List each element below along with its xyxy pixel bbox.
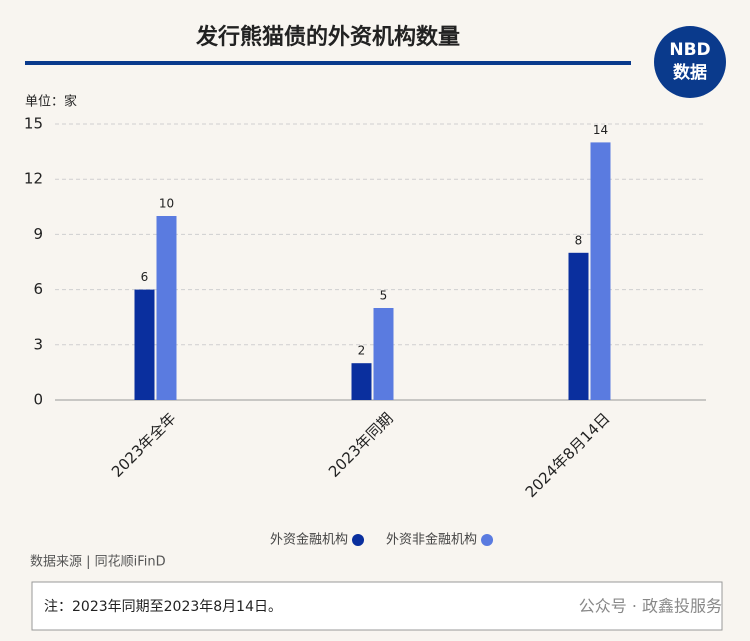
bar (351, 363, 372, 400)
x-tick-label: 2023年全年 (108, 409, 180, 481)
source: 数据来源 | 同花顺iFinD (30, 554, 166, 570)
x-tick-label: 2024年8月14日 (522, 409, 614, 501)
logo (654, 26, 726, 98)
y-tick-label: 9 (33, 225, 43, 243)
logo-top: NBD (669, 40, 710, 60)
y-tick-label: 12 (24, 170, 43, 188)
value-label: 5 (380, 289, 388, 303)
bar (134, 289, 155, 400)
legend-marker (352, 534, 365, 546)
value-label: 10 (159, 197, 174, 211)
watermark: 公众号 · 政鑫投服务 (579, 597, 722, 616)
bar (156, 216, 177, 400)
x-tick-label: 2023年同期 (325, 409, 397, 481)
y-tick-label: 15 (24, 115, 43, 133)
chart-title: 发行熊猫债的外资机构数量 (195, 24, 460, 50)
y-tick-label: 6 (33, 280, 43, 298)
bar (373, 308, 394, 400)
value-label: 2 (358, 344, 366, 358)
bar (568, 252, 589, 400)
note: 注：2023年同期至2023年8月14日。 (44, 599, 282, 615)
legend-label: 外资非金融机构 (386, 532, 477, 548)
title-underline (25, 61, 631, 65)
legend-label: 外资金融机构 (270, 532, 348, 548)
y-tick-label: 0 (33, 391, 43, 409)
value-label: 8 (575, 233, 583, 247)
bar (590, 142, 611, 400)
value-label: 14 (593, 123, 608, 137)
unit-label: 单位：家 (25, 94, 77, 110)
y-tick-label: 3 (33, 335, 43, 353)
note-box (31, 581, 723, 631)
logo-bottom: 数据 (673, 62, 707, 83)
legend-marker (481, 534, 494, 546)
value-label: 6 (141, 270, 149, 284)
